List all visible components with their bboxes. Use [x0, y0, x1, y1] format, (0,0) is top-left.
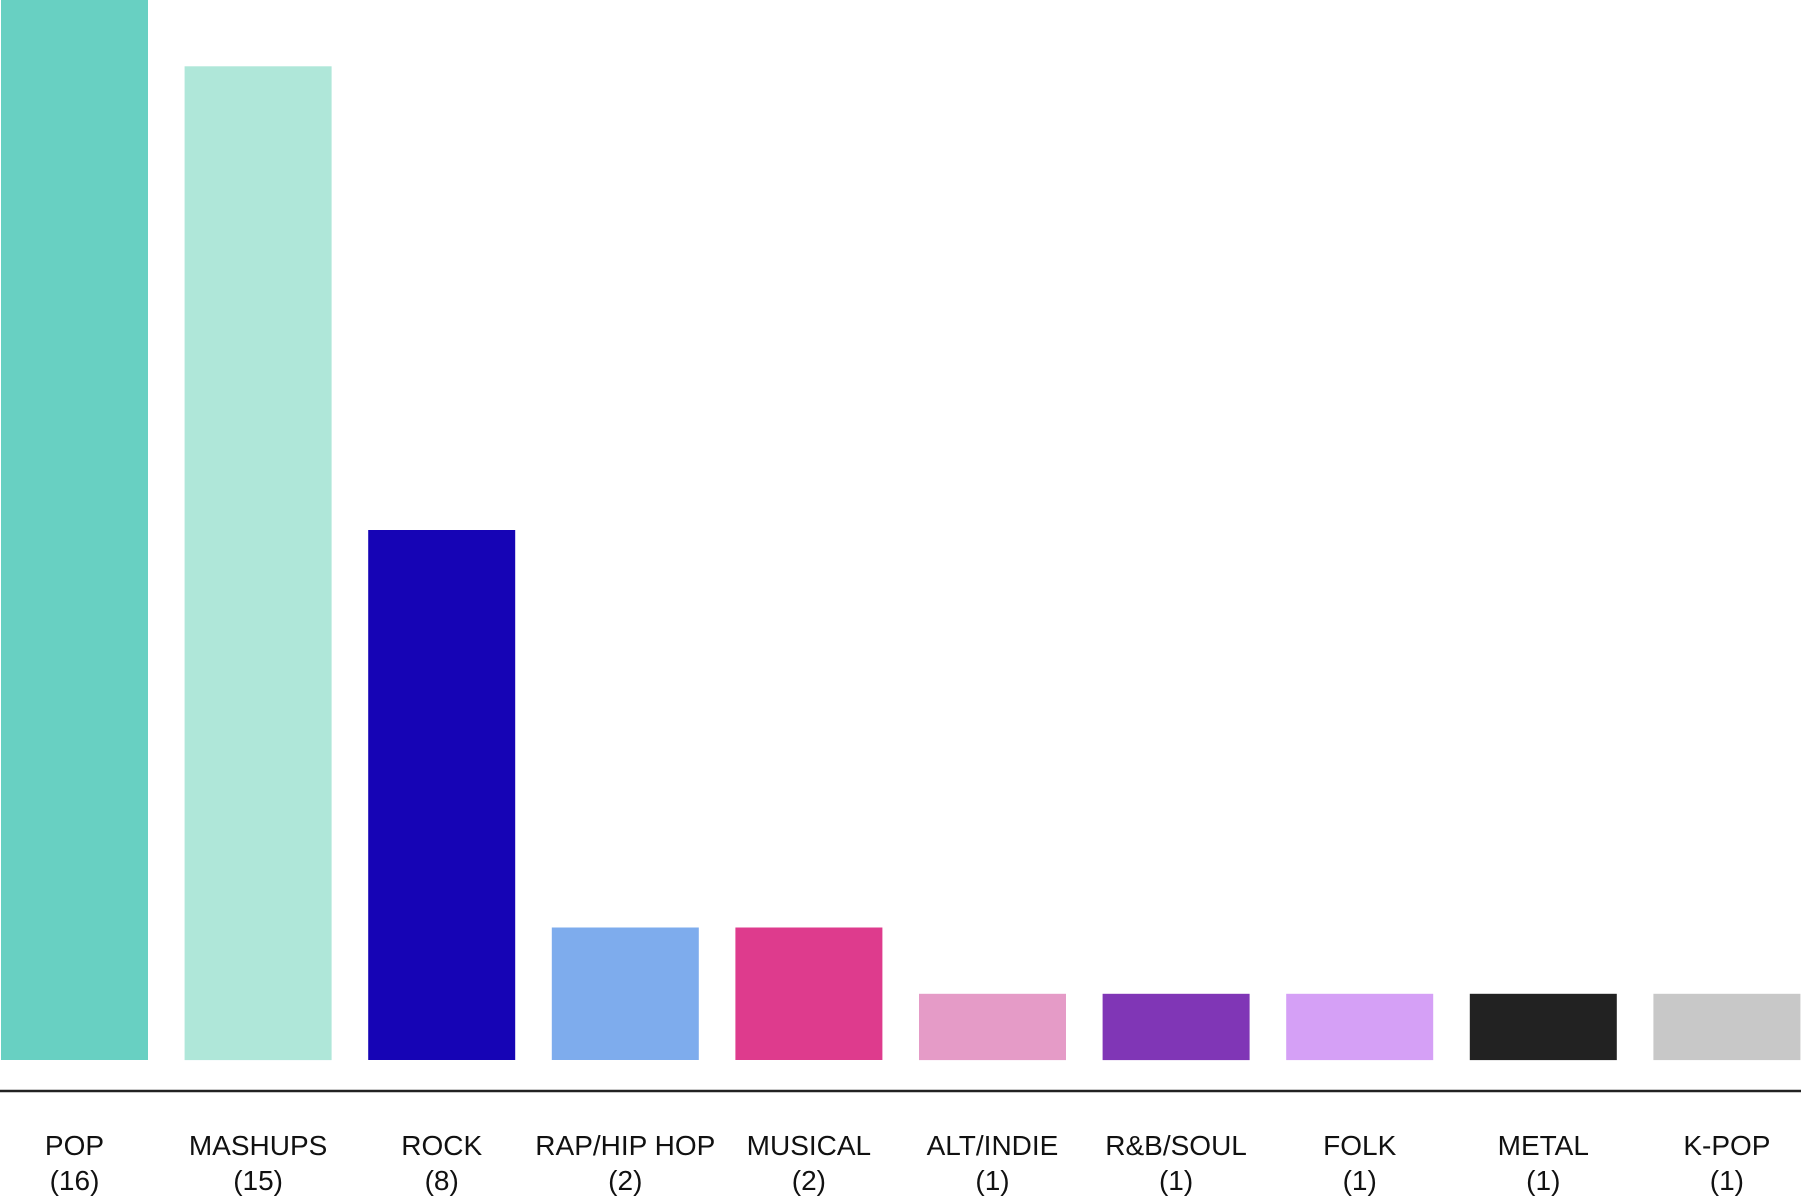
value-label: (1) [1526, 1165, 1560, 1196]
bar-musical [735, 927, 883, 1060]
category-label: MASHUPS [189, 1130, 327, 1161]
bar-folk [1286, 993, 1434, 1061]
value-label: (15) [233, 1165, 283, 1196]
category-label: FOLK [1323, 1130, 1396, 1161]
category-label: METAL [1498, 1130, 1589, 1161]
value-label: (2) [792, 1165, 826, 1196]
category-label: MUSICAL [747, 1130, 871, 1161]
bar-k-pop [1653, 993, 1801, 1061]
bar-r-b-soul [1102, 993, 1250, 1061]
category-label: POP [45, 1130, 104, 1161]
value-label: (1) [1343, 1165, 1377, 1196]
value-label: (16) [50, 1165, 100, 1196]
category-label: RAP/HIP HOP [535, 1130, 715, 1161]
category-labels-group: POP (16) MASHUPS (15) ROCK (8) RAP/HIP HOP (2) M… [45, 1130, 1771, 1196]
category-label: ALT/INDIE [927, 1130, 1059, 1161]
category-label: ROCK [401, 1130, 482, 1161]
value-label: (2) [608, 1165, 642, 1196]
value-label: (1) [1710, 1165, 1744, 1196]
bar-pop [1, 0, 148, 1060]
bar-metal [1469, 993, 1617, 1061]
value-label: (1) [975, 1165, 1009, 1196]
value-label: (8) [425, 1165, 459, 1196]
category-label: R&B/SOUL [1105, 1130, 1247, 1161]
category-label: K-POP [1683, 1130, 1770, 1161]
bar-mashups [184, 66, 332, 1061]
bars-group [1, 0, 1801, 1061]
value-label: (1) [1159, 1165, 1193, 1196]
bar-rock [368, 530, 516, 1060]
bar-alt-indie [919, 993, 1066, 1061]
bar-rap-hip-hop [551, 927, 699, 1060]
